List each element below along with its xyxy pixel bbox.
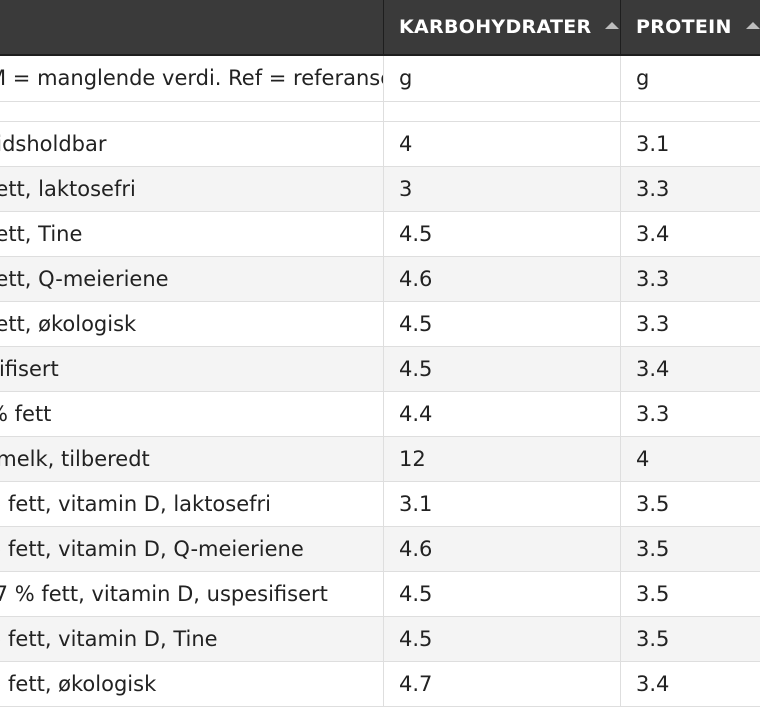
protein-value: 3.5	[620, 527, 760, 571]
protein-value: 3.5	[620, 482, 760, 526]
protein-value: 3.4	[620, 662, 760, 706]
table-row[interactable]: tmelk, tilberedt 12 4	[0, 437, 760, 482]
carbs-value: 12	[383, 437, 620, 481]
protein-value: 3.5	[620, 572, 760, 616]
food-name: sifisert	[0, 357, 59, 381]
table-row[interactable]: % fett 4.4 3.3	[0, 392, 760, 437]
table-row[interactable]: 6 fett, vitamin D, Tine 4.5 3.5	[0, 617, 760, 662]
carbs-value: 3	[383, 167, 620, 211]
table-row[interactable]: sifisert 4.5 3.4	[0, 347, 760, 392]
carbs-value: 4.5	[383, 572, 620, 616]
sort-ascending-icon[interactable]	[605, 22, 620, 29]
units-note: M = manglende verdi. Ref = referanse	[0, 66, 383, 90]
column-header-carbs[interactable]: KARBOHYDRATER	[383, 0, 620, 54]
table-row[interactable]: fett, økologisk 4.5 3.3	[0, 302, 760, 347]
carbs-value: 4.5	[383, 302, 620, 346]
protein-value: 3.1	[620, 122, 760, 166]
food-name: fett, laktosefri	[0, 177, 136, 201]
carbs-value: 4.5	[383, 347, 620, 391]
food-name: tidsholdbar	[0, 132, 107, 156]
carbs-value: 4.6	[383, 257, 620, 301]
column-header-protein[interactable]: PROTEIN	[620, 0, 760, 54]
protein-value: 3.3	[620, 392, 760, 436]
carbs-value: 4.4	[383, 392, 620, 436]
table-row[interactable]: fett, laktosefri 3 3.3	[0, 167, 760, 212]
table-row[interactable]: 6 fett, økologisk 4.7 3.4	[0, 662, 760, 707]
food-name: 6 fett, vitamin D, Tine	[0, 627, 218, 651]
carbs-value: 4	[383, 122, 620, 166]
food-name: % fett	[0, 402, 52, 426]
table-row[interactable]: fett, Q-meieriene 4.6 3.3	[0, 257, 760, 302]
carbs-value: 4.7	[383, 662, 620, 706]
units-carbs: g	[383, 56, 620, 101]
table-row[interactable]: ,7 % fett, vitamin D, uspesifisert 4.5 3…	[0, 572, 760, 617]
column-header-protein-label: PROTEIN	[636, 16, 732, 38]
units-protein: g	[620, 56, 760, 101]
protein-value: 3.3	[620, 257, 760, 301]
table-row[interactable]: tidsholdbar 4 3.1	[0, 122, 760, 167]
protein-value: 3.3	[620, 302, 760, 346]
carbs-value: 4.5	[383, 212, 620, 256]
protein-value: 3.3	[620, 167, 760, 211]
food-name: ,7 % fett, vitamin D, uspesifisert	[0, 582, 328, 606]
spacer-row	[0, 102, 760, 122]
food-name: fett, økologisk	[0, 312, 137, 336]
food-name: 6 fett, vitamin D, Q-meieriene	[0, 537, 304, 561]
protein-value: 3.4	[620, 347, 760, 391]
table-header: KARBOHYDRATER PROTEIN	[0, 0, 760, 56]
protein-value: 3.5	[620, 617, 760, 661]
table-row[interactable]: 6 fett, vitamin D, Q-meieriene 4.6 3.5	[0, 527, 760, 572]
food-name: tmelk, tilberedt	[0, 447, 150, 471]
sort-ascending-icon[interactable]	[745, 22, 760, 29]
table-body: tidsholdbar 4 3.1 fett, laktosefri 3 3.3…	[0, 122, 760, 707]
column-header-carbs-label: KARBOHYDRATER	[399, 16, 592, 38]
protein-value: 3.4	[620, 212, 760, 256]
carbs-value: 4.5	[383, 617, 620, 661]
column-header-name	[0, 0, 383, 54]
food-name: 6 fett, økologisk	[0, 672, 157, 696]
table-row[interactable]: 6 fett, vitamin D, laktosefri 3.1 3.5	[0, 482, 760, 527]
carbs-value: 4.6	[383, 527, 620, 571]
carbs-value: 3.1	[383, 482, 620, 526]
food-name: fett, Tine	[0, 222, 83, 246]
food-name: fett, Q-meieriene	[0, 267, 169, 291]
food-name: 6 fett, vitamin D, laktosefri	[0, 492, 271, 516]
table-row[interactable]: fett, Tine 4.5 3.4	[0, 212, 760, 257]
protein-value: 4	[620, 437, 760, 481]
units-row: M = manglende verdi. Ref = referanse g g	[0, 56, 760, 102]
